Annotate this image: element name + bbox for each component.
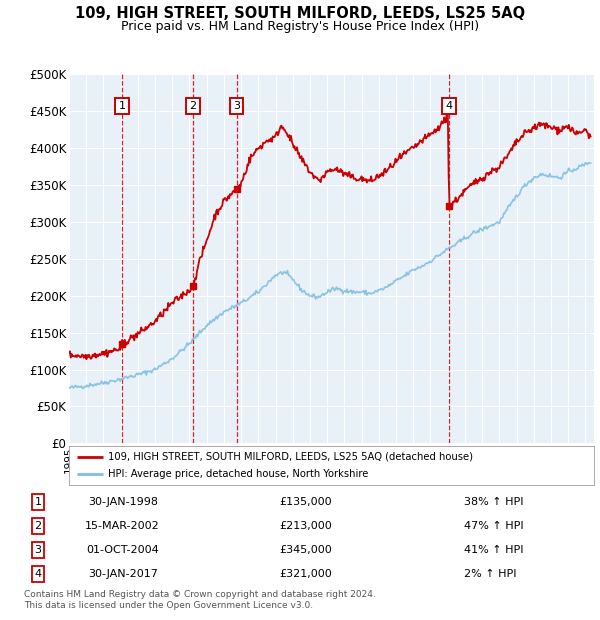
Text: 3: 3	[35, 545, 41, 555]
Text: 1: 1	[119, 101, 125, 111]
Text: 38% ↑ HPI: 38% ↑ HPI	[464, 497, 523, 507]
Text: £135,000: £135,000	[280, 497, 332, 507]
Text: 2: 2	[35, 521, 41, 531]
Text: 3: 3	[233, 101, 241, 111]
Text: £321,000: £321,000	[280, 569, 332, 579]
Text: 109, HIGH STREET, SOUTH MILFORD, LEEDS, LS25 5AQ (detached house): 109, HIGH STREET, SOUTH MILFORD, LEEDS, …	[109, 452, 473, 462]
Text: 15-MAR-2002: 15-MAR-2002	[85, 521, 160, 531]
Text: 4: 4	[446, 101, 452, 111]
Text: This data is licensed under the Open Government Licence v3.0.: This data is licensed under the Open Gov…	[24, 601, 313, 611]
Text: HPI: Average price, detached house, North Yorkshire: HPI: Average price, detached house, Nort…	[109, 469, 369, 479]
Text: £213,000: £213,000	[280, 521, 332, 531]
Text: 47% ↑ HPI: 47% ↑ HPI	[464, 521, 524, 531]
Text: Contains HM Land Registry data © Crown copyright and database right 2024.: Contains HM Land Registry data © Crown c…	[24, 590, 376, 600]
Text: 41% ↑ HPI: 41% ↑ HPI	[464, 545, 523, 555]
Text: 01-OCT-2004: 01-OCT-2004	[86, 545, 159, 555]
Text: £345,000: £345,000	[280, 545, 332, 555]
Text: 2% ↑ HPI: 2% ↑ HPI	[464, 569, 517, 579]
Text: 4: 4	[35, 569, 41, 579]
Text: 109, HIGH STREET, SOUTH MILFORD, LEEDS, LS25 5AQ: 109, HIGH STREET, SOUTH MILFORD, LEEDS, …	[75, 6, 525, 21]
Text: 30-JAN-2017: 30-JAN-2017	[88, 569, 158, 579]
Text: Price paid vs. HM Land Registry's House Price Index (HPI): Price paid vs. HM Land Registry's House …	[121, 20, 479, 33]
Text: 30-JAN-1998: 30-JAN-1998	[88, 497, 158, 507]
Text: 1: 1	[35, 497, 41, 507]
Text: 2: 2	[190, 101, 197, 111]
